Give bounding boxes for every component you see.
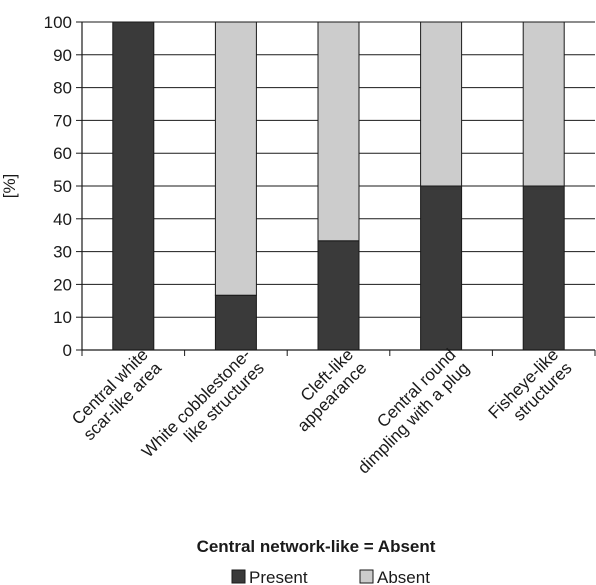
x-category-label: Fisheye-likestructures — [485, 345, 576, 436]
y-tick-label: 40 — [53, 210, 72, 229]
y-tick-label: 10 — [53, 308, 72, 327]
x-axis-title: Central network-like = Absent — [197, 537, 436, 556]
axes — [76, 21, 596, 356]
y-tick-label: 50 — [53, 177, 72, 196]
bars — [112, 21, 565, 351]
y-tick-label: 80 — [53, 79, 72, 98]
y-tick-labels: 0 10 20 30 40 50 60 70 80 90 100 — [44, 13, 72, 360]
bar-absent — [522, 21, 565, 187]
x-category-label: Cleft-likeappearance — [280, 345, 370, 435]
bar-present — [112, 21, 155, 351]
legend-swatch-present — [231, 569, 246, 584]
x-category-label: Central whitescar-like area — [66, 345, 165, 444]
legend: Present Absent — [231, 568, 430, 585]
legend-swatch-absent — [359, 569, 374, 584]
y-axis-title: [%] — [0, 174, 19, 199]
bar-absent — [420, 21, 463, 187]
bar-present — [214, 294, 257, 351]
bar-absent — [214, 21, 257, 296]
legend-label-absent: Absent — [377, 568, 430, 585]
legend-label-present: Present — [249, 568, 308, 585]
bar-present — [420, 185, 463, 351]
y-tick-label: 20 — [53, 275, 72, 294]
y-tick-label: 90 — [53, 46, 72, 65]
y-tick-label: 60 — [53, 144, 72, 163]
bar-absent — [317, 21, 360, 242]
y-tick-label: 30 — [53, 243, 72, 262]
y-tick-label: 0 — [63, 341, 72, 360]
bar-present — [317, 240, 360, 351]
bar-present — [522, 185, 565, 351]
y-tick-label: 70 — [53, 111, 72, 130]
y-tick-label: 100 — [44, 13, 72, 32]
